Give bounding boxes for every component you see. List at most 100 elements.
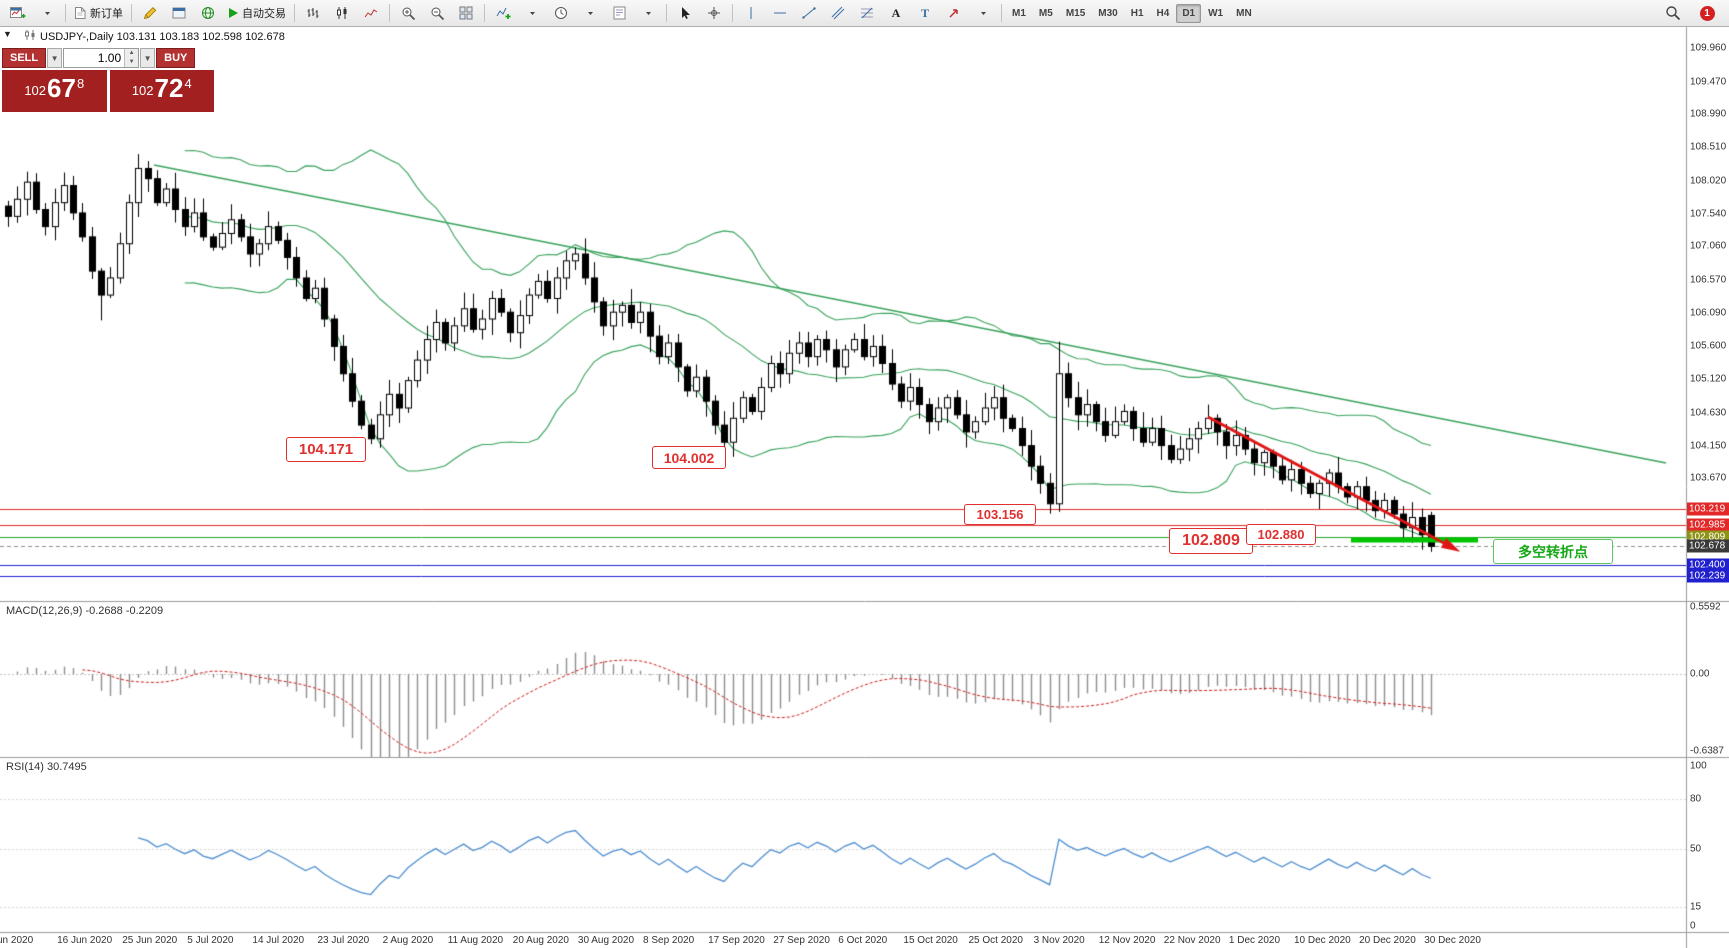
sell-options-dropdown[interactable]: ▼ — [47, 48, 63, 68]
new-chart-button[interactable] — [4, 2, 32, 24]
metaeditor-button[interactable] — [136, 2, 164, 24]
trendline-button[interactable] — [795, 2, 823, 24]
arrows-icon — [949, 9, 958, 18]
text-icon: A — [891, 5, 901, 20]
volume-input[interactable] — [64, 49, 125, 67]
market-watch-button[interactable] — [165, 2, 193, 24]
notifications-badge[interactable]: 1 — [1693, 2, 1721, 24]
hline-icon — [774, 12, 786, 14]
indicators-button[interactable] — [489, 2, 517, 24]
macd-scale-label: 0.00 — [1690, 668, 1710, 680]
chart-icon — [24, 29, 36, 44]
horizontal-line-button[interactable] — [766, 2, 794, 24]
time-label: 8 Sep 2020 — [643, 935, 695, 946]
price-note-104002[interactable]: 104.002 — [652, 446, 726, 469]
toolbar-separator — [666, 4, 667, 22]
toolbar-separator — [294, 4, 295, 22]
new-order-button[interactable]: 新订单 — [70, 2, 127, 24]
price-tick: 106.090 — [1690, 307, 1727, 319]
timeframe-m15[interactable]: M15 — [1065, 7, 1086, 19]
indicators-dropdown[interactable] — [518, 2, 546, 24]
timeframe-m30[interactable]: M30 — [1098, 7, 1118, 19]
pencil-icon — [143, 6, 157, 20]
price-tick: 107.060 — [1690, 240, 1727, 252]
indicator-icon — [496, 7, 510, 19]
buy-price-display[interactable]: 102 72 4 — [109, 70, 214, 112]
sell-price-display[interactable]: 102 67 8 — [2, 70, 107, 112]
fibonacci-button[interactable] — [853, 2, 881, 24]
chart-plus-icon — [10, 7, 26, 18]
new-order-button-label: 新订单 — [90, 8, 123, 20]
crosshair-button[interactable] — [700, 2, 728, 24]
buy-price-prefix: 102 — [131, 83, 154, 98]
time-label: 12 Nov 2020 — [1098, 935, 1156, 946]
turning-point-note[interactable]: 多空转折点 — [1493, 539, 1613, 564]
arrows-button[interactable] — [940, 2, 968, 24]
buy-options-dropdown[interactable]: ▼ — [140, 48, 156, 68]
caret-down-icon — [645, 12, 651, 15]
timeframe-d1[interactable]: D1 — [1176, 3, 1202, 23]
time-label: 20 Dec 2020 — [1359, 935, 1416, 946]
time-label: 11 Aug 2020 — [447, 935, 504, 946]
timeframe-h4[interactable]: H4 — [1156, 7, 1170, 19]
price-tick: 108.510 — [1690, 141, 1727, 153]
sell-price-big: 67 — [47, 73, 76, 103]
price-tick: 105.600 — [1690, 340, 1727, 352]
periods-button[interactable] — [547, 2, 575, 24]
arrows-dropdown[interactable] — [969, 2, 997, 24]
volume-field: ▲ ▼ — [63, 48, 140, 68]
timeframe-h1[interactable]: H1 — [1130, 7, 1144, 19]
channel-button[interactable] — [824, 2, 852, 24]
volume-decrease-button[interactable]: ▼ — [125, 58, 139, 67]
community-button[interactable] — [194, 2, 222, 24]
timeframe-mn[interactable]: MN — [1236, 7, 1252, 19]
sell-price-prefix: 102 — [24, 83, 47, 98]
price-note-102880[interactable]: 102.880 — [1246, 524, 1316, 545]
rsi-scale-label: 80 — [1690, 793, 1702, 805]
volume-increase-button[interactable]: ▲ — [125, 49, 139, 58]
bar-chart-button[interactable] — [299, 2, 327, 24]
autotrading-button[interactable]: 自动交易 — [223, 2, 290, 24]
time-label: Jun 2020 — [0, 935, 34, 946]
search-button[interactable] — [1659, 2, 1687, 24]
window-icon — [172, 7, 186, 19]
time-label: 5 Jul 2020 — [187, 935, 234, 946]
label-button[interactable]: T — [911, 2, 939, 24]
fibo-icon — [861, 7, 873, 19]
cursor-button[interactable] — [671, 2, 699, 24]
zoom-in-button[interactable] — [394, 2, 422, 24]
price-note-102809[interactable]: 102.809 — [1169, 528, 1253, 554]
templates-dropdown[interactable] — [634, 2, 662, 24]
zoom-out-button[interactable] — [423, 2, 451, 24]
timeframe-m5[interactable]: M5 — [1038, 7, 1053, 19]
trade-panel-toggle[interactable]: ▼ — [3, 29, 12, 39]
price-note-104171[interactable]: 104.171 — [286, 437, 366, 462]
templates-button[interactable] — [605, 2, 633, 24]
vline-icon — [750, 7, 752, 19]
price-note-103156[interactable]: 103.156 — [964, 504, 1036, 525]
tile-icon — [459, 6, 473, 20]
new-chart-dropdown[interactable] — [33, 2, 61, 24]
tile-windows-button[interactable] — [452, 2, 480, 24]
time-label: 3 Nov 2020 — [1033, 935, 1085, 946]
buy-button[interactable]: BUY — [156, 48, 196, 68]
doc-plus-icon — [75, 7, 86, 19]
candlestick-chart-button[interactable] — [328, 2, 356, 24]
timeframe-w1[interactable]: W1 — [1208, 7, 1224, 19]
vertical-line-button[interactable] — [737, 2, 765, 24]
line-chart-button[interactable] — [357, 2, 385, 24]
sell-button[interactable]: SELL — [2, 48, 47, 68]
rsi-scale-label: 50 — [1690, 843, 1702, 855]
periods-dropdown[interactable] — [576, 2, 604, 24]
rsi-label: RSI(14) 30.7495 — [6, 761, 87, 773]
timeframe-m1[interactable]: M1 — [1012, 7, 1026, 19]
time-label: 30 Dec 2020 — [1424, 935, 1481, 946]
linechart-icon — [364, 9, 378, 18]
price-tick: 109.470 — [1690, 76, 1727, 88]
price-tick: 106.570 — [1690, 274, 1727, 286]
price-tick: 104.150 — [1690, 440, 1727, 452]
text-button[interactable]: A — [882, 2, 910, 24]
caret-down-icon — [980, 12, 986, 15]
